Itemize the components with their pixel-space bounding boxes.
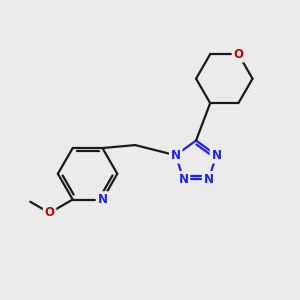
Text: N: N [212,149,221,162]
Text: N: N [171,149,181,162]
Text: N: N [98,193,107,206]
Text: O: O [233,48,243,61]
Text: N: N [204,173,214,186]
Text: N: N [178,173,188,186]
Text: O: O [45,206,55,219]
